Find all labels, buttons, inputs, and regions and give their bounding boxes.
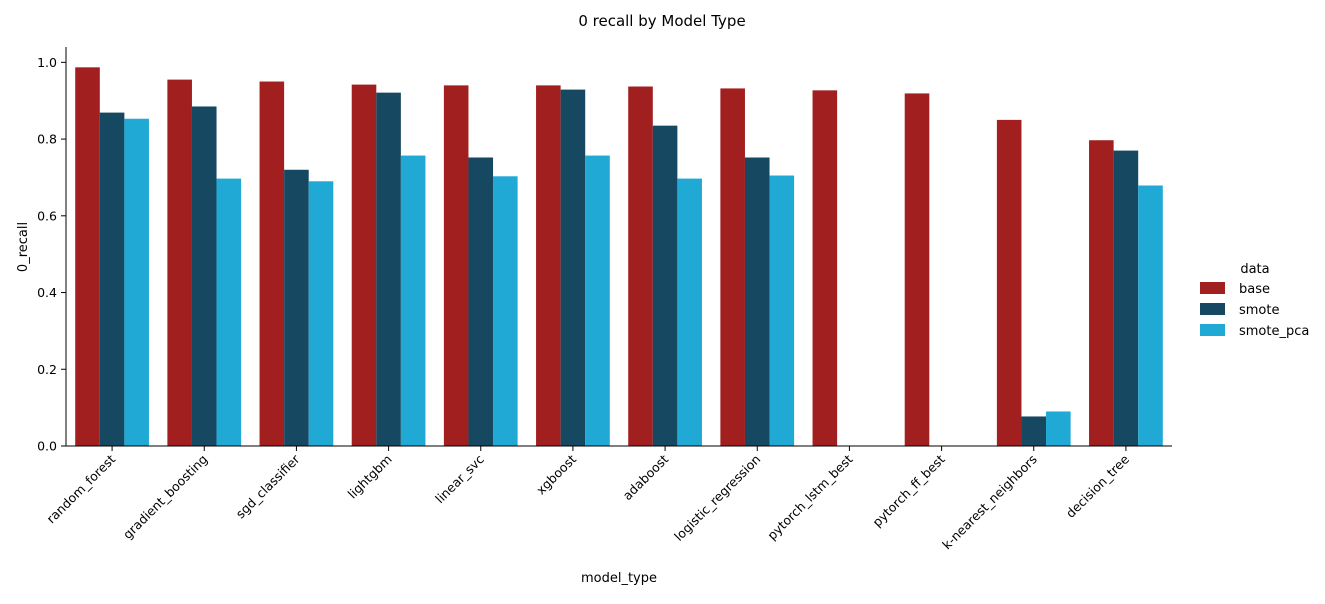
bars — [75, 67, 1163, 447]
bar-base-k-nearest_neighbors — [996, 119, 1022, 446]
x-tick-label: k-nearest_neighbors — [939, 452, 1040, 553]
x-tick-label: logistic_regression — [671, 452, 763, 544]
legend-swatch-smote_pca — [1200, 324, 1225, 336]
bar-smote-sgd_classifier — [284, 169, 309, 446]
x-tick-label: gradient_boosting — [120, 452, 210, 542]
legend-title: data — [1240, 262, 1269, 277]
bar-base-decision_tree — [1089, 140, 1114, 447]
y-tick-label: 0.6 — [37, 208, 57, 223]
axes — [65, 47, 1172, 447]
bar-smote_pca-gradient_boosting — [216, 178, 242, 446]
bar-smote_pca-k-nearest_neighbors — [1046, 411, 1071, 446]
y-tick-label: 0.0 — [37, 439, 57, 454]
bar-base-xgboost — [536, 85, 561, 447]
bar-smote-adaboost — [652, 125, 678, 447]
bar-smote-random_forest — [99, 112, 125, 446]
x-tick-label: adaboost — [620, 451, 672, 503]
y-tick-label: 0.2 — [37, 362, 57, 377]
bar-base-pytorch_lstm_best — [812, 90, 838, 446]
bar-smote_pca-decision_tree — [1138, 185, 1163, 446]
bar-base-logistic_regression — [720, 88, 745, 447]
x-tick-label: xgboost — [533, 451, 579, 497]
x-axis-label: model_type — [581, 571, 657, 586]
bar-smote-lightgbm — [376, 92, 401, 447]
legend-label-base: base — [1239, 282, 1270, 297]
bar-smote_pca-linear_svc — [493, 176, 518, 447]
bar-smote-xgboost — [560, 89, 586, 446]
x-tick-label: pytorch_ff_best — [869, 451, 947, 529]
bar-smote-gradient_boosting — [191, 106, 217, 446]
bar-smote_pca-logistic_regression — [769, 175, 795, 446]
bar-base-gradient_boosting — [167, 79, 192, 447]
legend-swatch-base — [1200, 282, 1225, 294]
x-tick-label: linear_svc — [432, 451, 487, 506]
bar-smote_pca-adaboost — [677, 178, 702, 446]
bar-base-random_forest — [75, 67, 100, 446]
legend-label-smote: smote — [1239, 303, 1280, 318]
legend-swatch-smote — [1200, 303, 1225, 315]
bar-smote_pca-sgd_classifier — [308, 181, 334, 446]
x-tick-label: lightgbm — [345, 452, 395, 502]
y-axis-label: 0_recall — [16, 222, 31, 272]
bar-base-pytorch_ff_best — [904, 93, 930, 447]
bar-smote-logistic_regression — [744, 157, 770, 447]
x-tick-label: decision_tree — [1063, 451, 1132, 520]
legend: data base smote smote_pca — [1200, 262, 1309, 339]
x-tick-label: random_forest — [43, 451, 118, 526]
bar-base-lightgbm — [351, 84, 377, 446]
bar-smote-k-nearest_neighbors — [1021, 416, 1047, 446]
y-tick-label: 0.8 — [37, 132, 57, 147]
x-tick-label: pytorch_lstm_best — [764, 451, 855, 542]
x-tick-label: sgd_classifier — [233, 451, 303, 521]
y-tick-label: 0.4 — [37, 285, 57, 300]
bar-base-adaboost — [628, 86, 653, 447]
bar-smote_pca-lightgbm — [400, 155, 426, 446]
chart-title: 0 recall by Model Type — [578, 12, 745, 30]
bar-smote-decision_tree — [1113, 150, 1139, 446]
bar-base-linear_svc — [443, 85, 469, 447]
y-tick-label: 1.0 — [37, 55, 57, 70]
bar-smote-linear_svc — [468, 157, 494, 447]
bar-base-sgd_classifier — [259, 81, 285, 446]
legend-label-smote_pca: smote_pca — [1239, 324, 1309, 339]
bar-smote_pca-xgboost — [585, 155, 610, 446]
bar-smote_pca-random_forest — [124, 118, 149, 447]
